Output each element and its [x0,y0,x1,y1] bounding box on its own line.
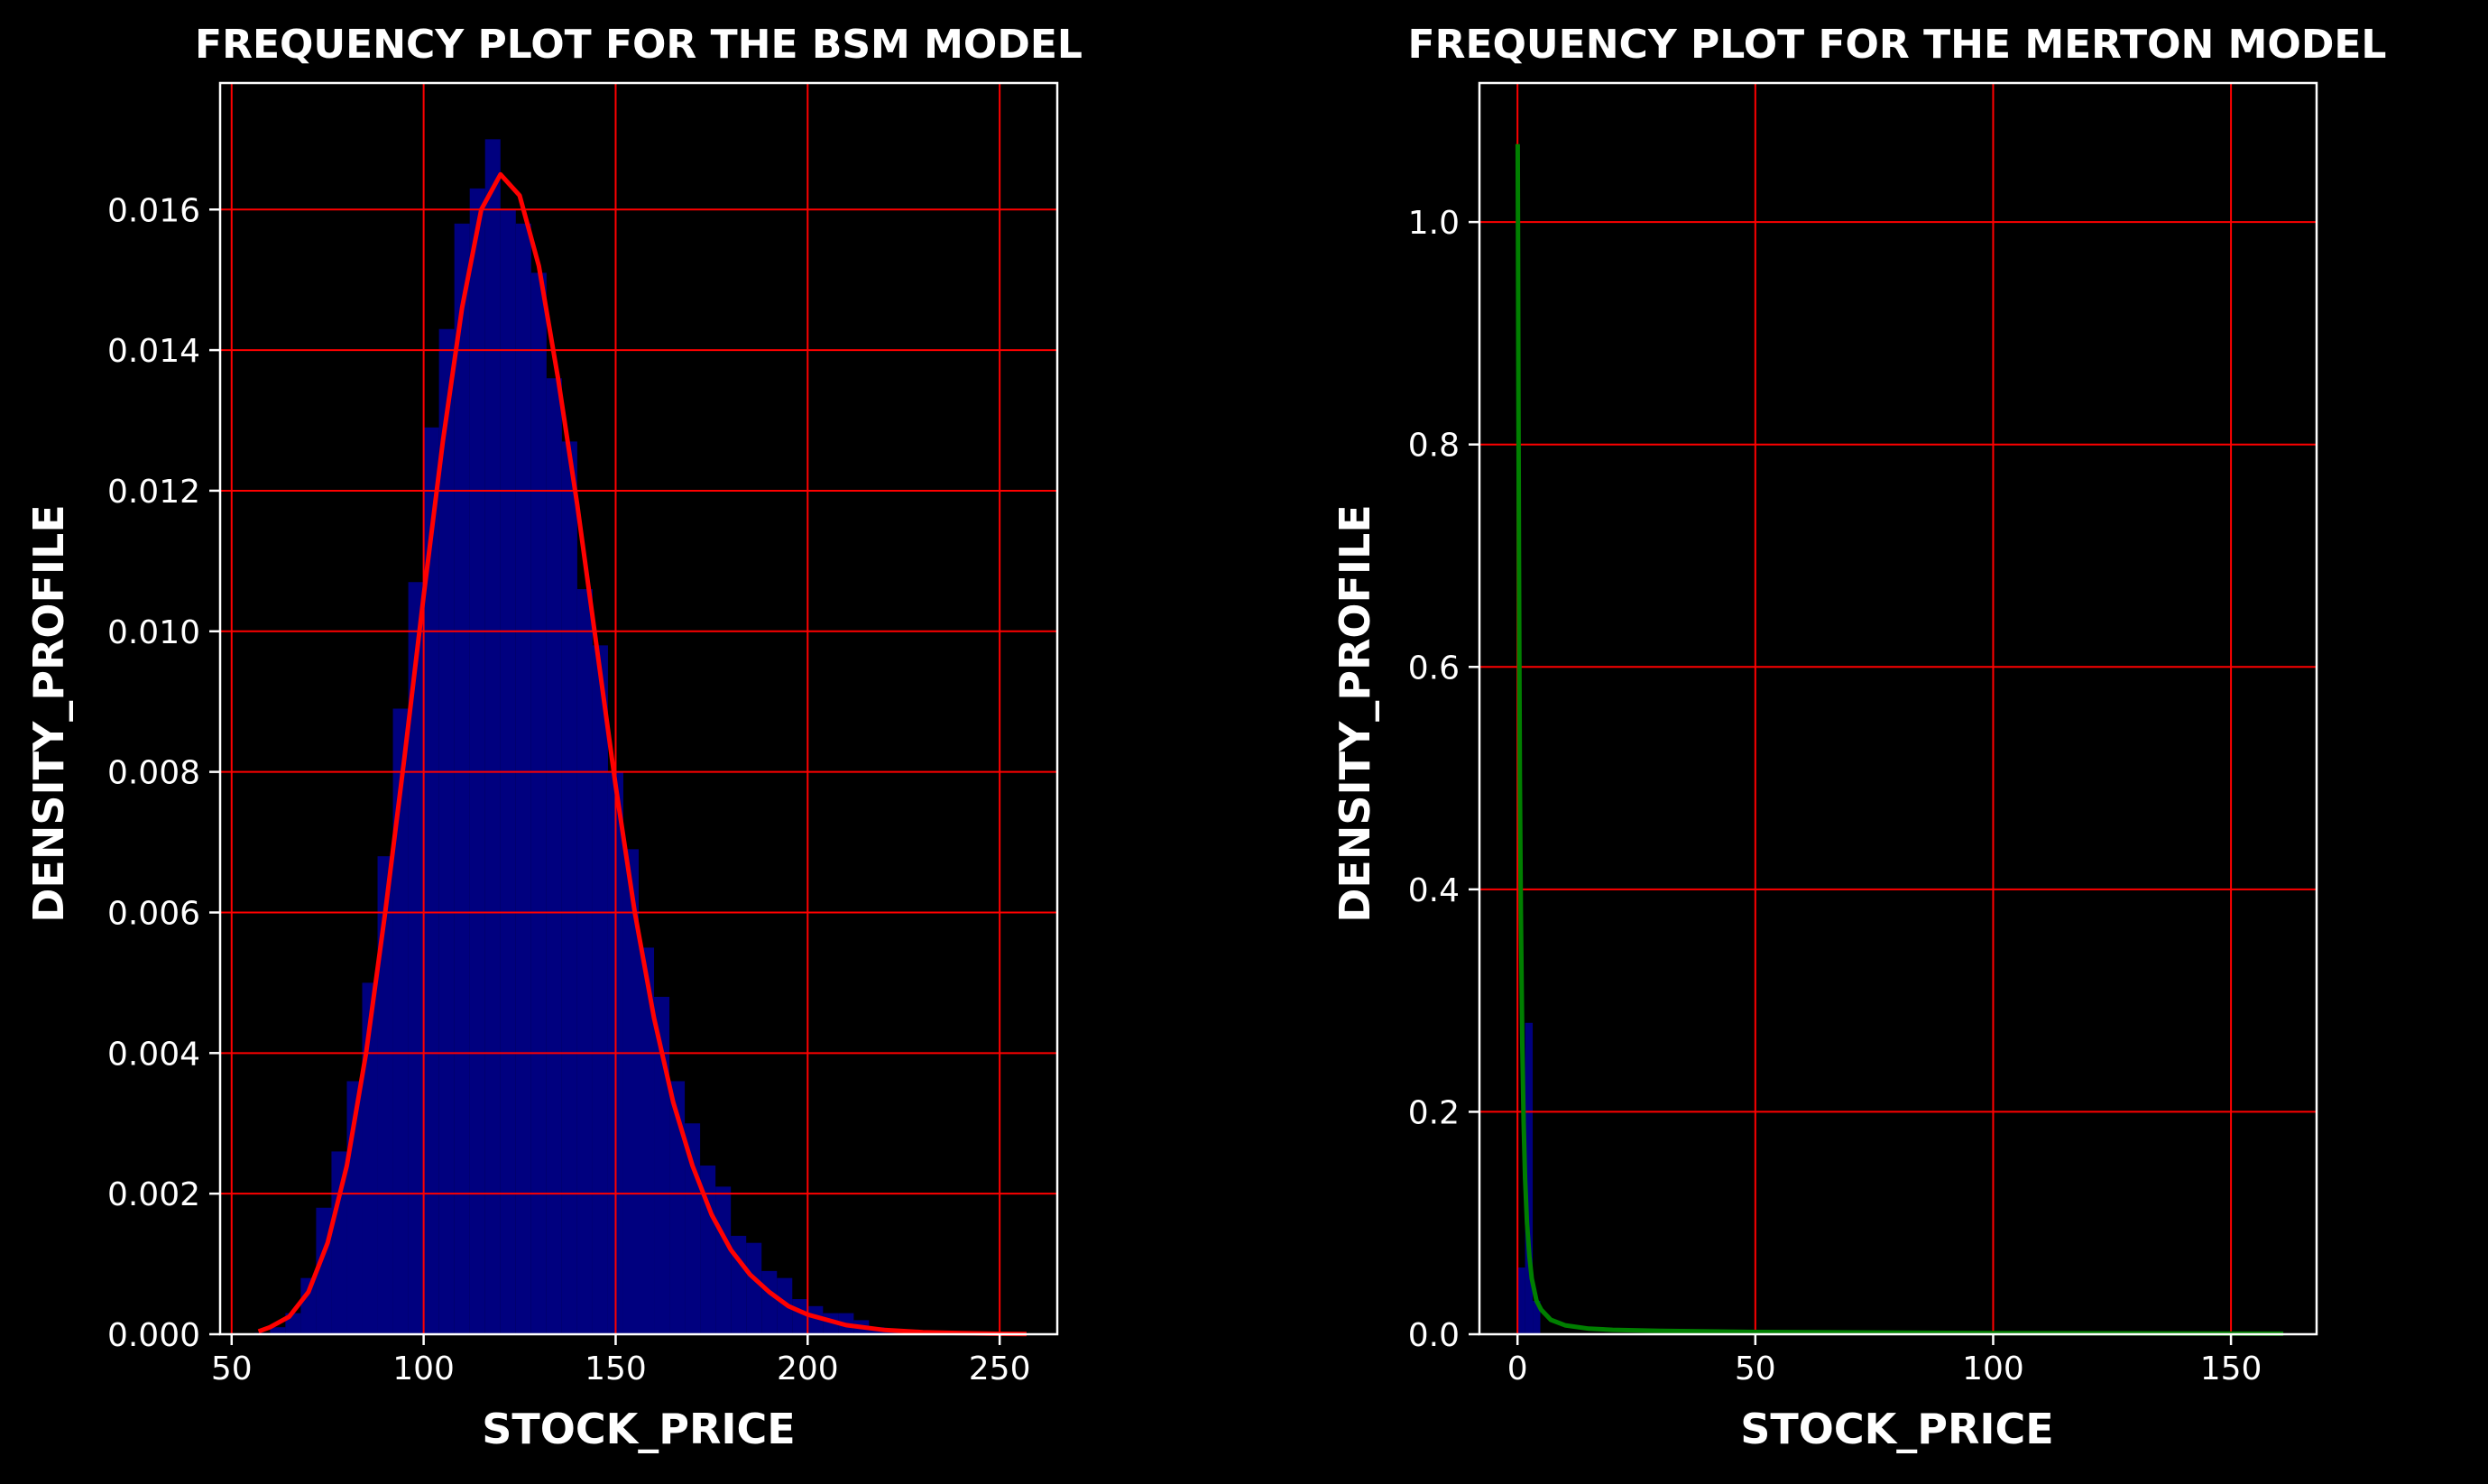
bsm-hist-bar [362,982,378,1334]
merton-ytick-label: 0.8 [1408,428,1460,465]
bsm-hist-bar [469,188,485,1334]
bsm-xtick-label: 50 [211,1350,253,1387]
bsm-ytick-label: 0.002 [107,1176,200,1213]
bsm-hist-bar [654,996,670,1334]
merton-panel: FREQUENCY PLOT FOR THE MERTON MODEL STOC… [1331,22,2386,1453]
bsm-ytick-label: 0.008 [107,755,200,792]
bsm-hist-bar [454,223,470,1335]
bsm-xtick-label: 250 [969,1350,1031,1387]
bsm-hist-bar [669,1081,686,1334]
merton-axes-frame [1478,81,2318,1336]
bsm-ylabel: DENSITY_PROFILE [24,504,73,923]
bsm-hist-bar [331,1151,347,1334]
merton-ylabel: DENSITY_PROFILE [1331,504,1379,923]
bsm-ytick-label: 0.016 [107,192,200,229]
bsm-hist-bar [700,1165,716,1334]
bsm-xtick-label: 100 [392,1350,455,1387]
bsm-hist-bar [731,1235,747,1334]
bsm-hist-bar [746,1242,762,1334]
bsm-ytick-label: 0.012 [107,474,200,511]
merton-xtick-label: 150 [2200,1350,2262,1387]
bsm-hist-bar [576,589,593,1334]
bsm-density-curve [257,171,1027,1337]
bsm-axes-frame [218,81,1059,1336]
merton-xtick-label: 0 [1507,1350,1528,1387]
merton-plot-area: 0 50 100 150 0.0 0.2 0.4 0.6 0.8 1.0 [1408,81,2318,1387]
merton-ytick-label: 0.0 [1408,1317,1460,1354]
bsm-title: FREQUENCY PLOT FOR THE BSM MODEL [195,22,1083,68]
merton-title: FREQUENCY PLOT FOR THE MERTON MODEL [1408,22,2387,68]
bsm-hist-bar [592,645,608,1334]
merton-ytick-label: 0.6 [1408,650,1460,687]
bsm-ytick-label: 0.004 [107,1036,200,1073]
merton-hist-bar [1525,1022,1534,1334]
merton-ytick-label: 1.0 [1408,205,1460,242]
bsm-hist-bar [270,1327,286,1334]
bsm-hist-bar [423,427,439,1335]
merton-density-curve [1515,143,2284,1336]
bsm-panel: FREQUENCY PLOT FOR THE BSM MODEL STOCK_P… [24,22,1083,1453]
bsm-plot-area: 50 100 150 200 250 0.000 0.002 0.004 0.006 0.008 0… [107,81,1059,1387]
bsm-hist-bar [792,1299,808,1334]
merton-hist-bar [1533,1301,1541,1334]
bsm-hist-bar [408,582,424,1334]
bsm-ytick-label: 0.000 [107,1317,200,1354]
bsm-hist-bar [639,947,655,1334]
bsm-hist-bar [561,441,577,1334]
bsm-xlabel: STOCK_PRICE [482,1405,795,1453]
merton-ytick-label: 0.2 [1408,1094,1460,1131]
bsm-hist-bar [546,378,562,1334]
bsm-hist-bar [777,1277,793,1334]
bsm-xtick-label: 200 [777,1350,839,1387]
merton-ytick-label: 0.4 [1408,872,1460,909]
bsm-hist-bar [377,856,393,1334]
bsm-ytick-label: 0.014 [107,333,200,370]
bsm-hist-bar [438,328,455,1334]
bsm-ytick-label: 0.010 [107,614,200,651]
merton-xtick-label: 100 [1962,1350,2024,1387]
bsm-hist-bar [484,139,501,1335]
bsm-hist-bar [530,272,547,1334]
bsm-xtick-label: 150 [585,1350,647,1387]
bsm-hist-bar [392,708,409,1334]
merton-xtick-label: 50 [1735,1350,1776,1387]
bsm-hist-bar [715,1186,732,1334]
merton-xlabel: STOCK_PRICE [1740,1405,2053,1453]
bsm-hist-bar [515,223,531,1335]
bsm-hist-bar [761,1270,778,1334]
merton-hist-bar [1517,1267,1525,1334]
bsm-hist-bar [622,849,639,1334]
bsm-ytick-label: 0.006 [107,895,200,932]
bsm-hist-bar [807,1305,824,1334]
bsm-hist-bar [300,1277,317,1334]
